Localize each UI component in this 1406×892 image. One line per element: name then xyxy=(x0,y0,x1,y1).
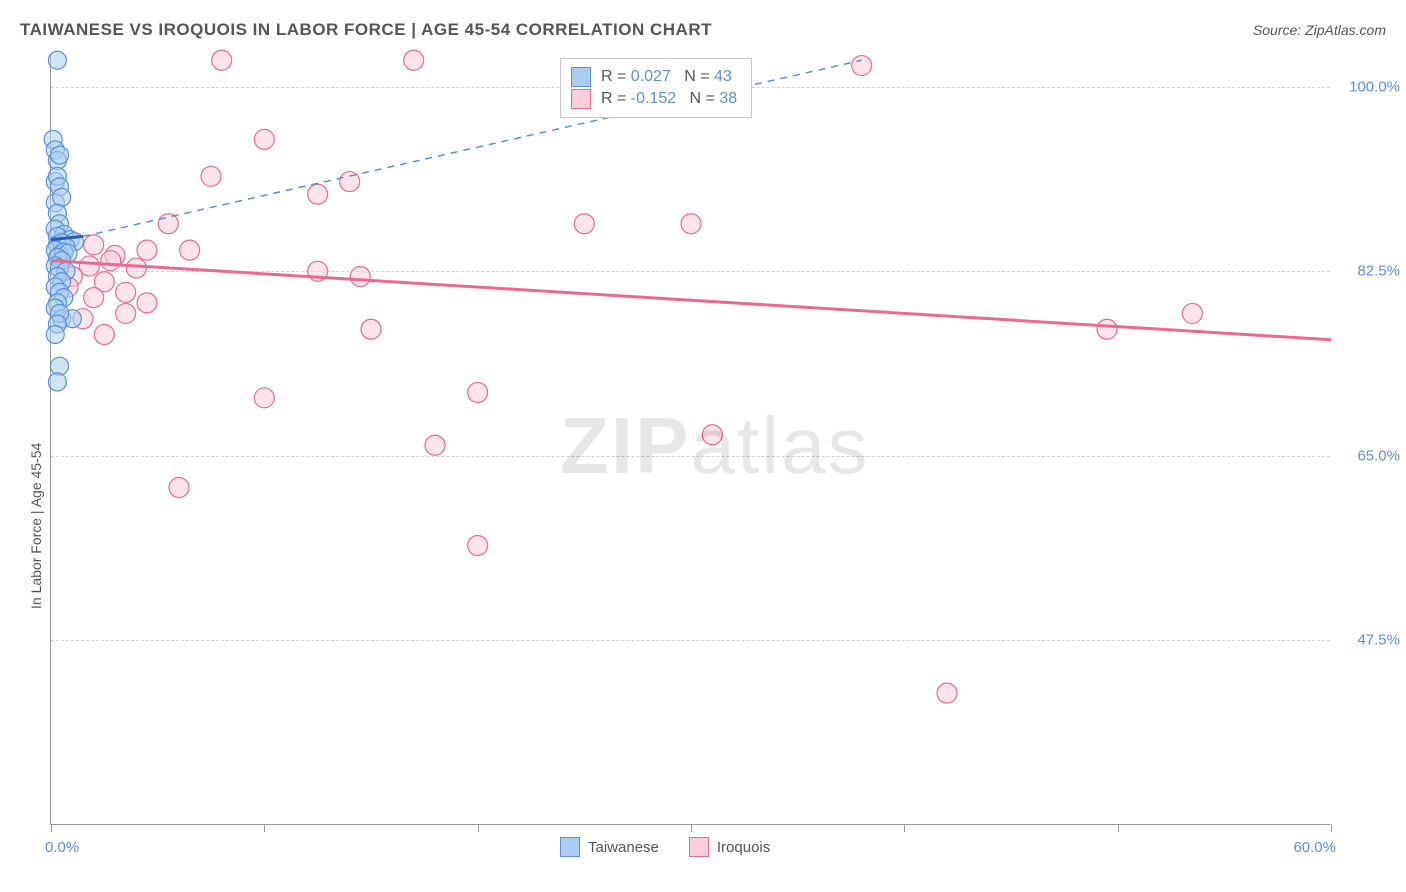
x-tick xyxy=(264,824,265,832)
stats-text: R = -0.152 N = 38 xyxy=(601,90,737,108)
y-tick-label: 65.0% xyxy=(1340,447,1400,464)
source-label: Source: ZipAtlas.com xyxy=(1253,22,1386,38)
stats-legend: R = 0.027 N = 43 R = -0.152 N = 38 xyxy=(560,58,752,118)
data-point xyxy=(468,383,488,403)
plot-svg xyxy=(51,55,1331,825)
data-point xyxy=(48,373,66,391)
x-tick-label-max: 60.0% xyxy=(1293,839,1336,856)
data-point xyxy=(254,388,274,408)
data-point xyxy=(48,51,66,69)
stats-row: R = 0.027 N = 43 xyxy=(571,67,737,87)
data-point xyxy=(681,214,701,234)
data-point xyxy=(137,293,157,313)
legend-item: Taiwanese xyxy=(560,837,659,857)
data-point xyxy=(1097,319,1117,339)
x-tick xyxy=(691,824,692,832)
data-point xyxy=(116,303,136,323)
data-point xyxy=(53,188,71,206)
data-point xyxy=(468,535,488,555)
data-point xyxy=(308,184,328,204)
data-point xyxy=(852,56,872,76)
series-swatch xyxy=(689,837,709,857)
trend-line xyxy=(51,261,1331,340)
data-point xyxy=(574,214,594,234)
data-point xyxy=(51,146,69,164)
data-point xyxy=(702,425,722,445)
data-point xyxy=(350,267,370,287)
series-swatch xyxy=(560,837,580,857)
data-point xyxy=(169,477,189,497)
data-point xyxy=(46,326,64,344)
plot-area: 47.5%65.0%82.5%100.0%0.0%60.0% xyxy=(50,55,1330,825)
series-swatch xyxy=(571,89,591,109)
series-legend: Taiwanese Iroquois xyxy=(560,837,770,857)
legend-label: Iroquois xyxy=(717,839,770,856)
data-point xyxy=(79,256,99,276)
legend-label: Taiwanese xyxy=(588,839,659,856)
y-tick-label: 82.5% xyxy=(1340,263,1400,280)
y-tick-label: 47.5% xyxy=(1340,632,1400,649)
stats-row: R = -0.152 N = 38 xyxy=(571,89,737,109)
series-swatch xyxy=(571,67,591,87)
data-point xyxy=(361,319,381,339)
y-tick-label: 100.0% xyxy=(1340,78,1400,95)
data-point xyxy=(1182,303,1202,323)
data-point xyxy=(254,129,274,149)
data-point xyxy=(51,357,69,375)
y-axis-label: In Labor Force | Age 45-54 xyxy=(28,443,44,609)
chart-title: TAIWANESE VS IROQUOIS IN LABOR FORCE | A… xyxy=(20,20,712,40)
data-point xyxy=(937,683,957,703)
stats-text: R = 0.027 N = 43 xyxy=(601,68,732,86)
data-point xyxy=(101,251,121,271)
data-point xyxy=(212,50,232,70)
data-point xyxy=(84,235,104,255)
data-point xyxy=(404,50,424,70)
data-point xyxy=(340,172,360,192)
x-tick xyxy=(51,824,52,832)
legend-item: Iroquois xyxy=(689,837,770,857)
data-point xyxy=(116,282,136,302)
x-tick xyxy=(1118,824,1119,832)
data-point xyxy=(158,214,178,234)
data-point xyxy=(180,240,200,260)
x-tick xyxy=(904,824,905,832)
data-point xyxy=(137,240,157,260)
x-tick xyxy=(478,824,479,832)
data-point xyxy=(126,258,146,278)
data-point xyxy=(84,288,104,308)
data-point xyxy=(94,325,114,345)
x-tick xyxy=(1331,824,1332,832)
data-point xyxy=(425,435,445,455)
data-point xyxy=(201,166,221,186)
x-tick-label-min: 0.0% xyxy=(45,839,79,856)
